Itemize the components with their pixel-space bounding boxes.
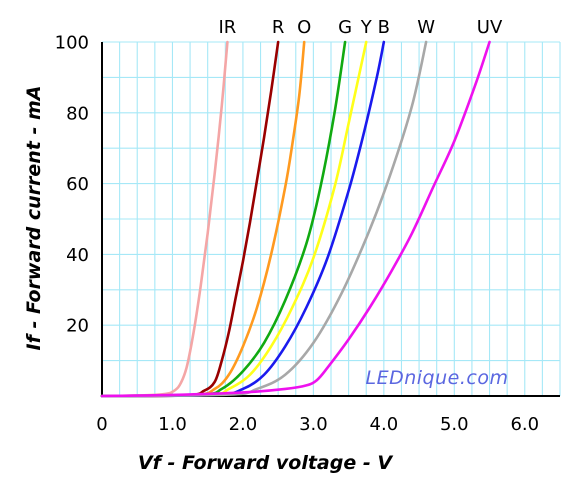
series-label-g: G	[338, 17, 352, 38]
x-tick-label: 5.0	[440, 414, 469, 435]
series-line-w	[100, 40, 428, 398]
x-tick-label: 0	[96, 414, 107, 435]
x-tick-label: 6.0	[510, 414, 539, 435]
x-axis-title: Vf - Forward voltage - V	[138, 452, 393, 474]
y-axis-title: If - Forward current - mA	[23, 86, 45, 351]
watermark: LEDnique.com	[366, 367, 509, 389]
series-label-r: R	[272, 17, 285, 38]
series-label-ir: IR	[219, 17, 237, 38]
x-tick-label: 4.0	[370, 414, 399, 435]
series-labels: IR R O G Y B W UV	[219, 17, 503, 38]
grid	[102, 41, 561, 396]
y-tick-label: 40	[66, 245, 89, 266]
x-tick-label: 3.0	[299, 414, 328, 435]
series-line-r	[100, 40, 280, 398]
series-label-b: B	[378, 17, 390, 38]
series-lines	[100, 40, 491, 398]
y-tick-label: 20	[66, 316, 89, 337]
y-tick-label: 80	[66, 103, 89, 124]
series-line-uv	[100, 40, 491, 398]
series-label-w: W	[417, 17, 435, 38]
y-tick-label: 100	[55, 33, 89, 54]
y-tick-label: 60	[66, 174, 89, 195]
x-tick-label: 2.0	[229, 414, 258, 435]
tick-labels: 0 1.0 2.0 3.0 4.0 5.0 6.0 20 40 60 80 100	[55, 33, 539, 436]
series-label-uv: UV	[477, 17, 503, 38]
series-label-y: Y	[360, 17, 373, 38]
series-label-o: O	[297, 17, 311, 38]
x-tick-label: 1.0	[158, 414, 187, 435]
